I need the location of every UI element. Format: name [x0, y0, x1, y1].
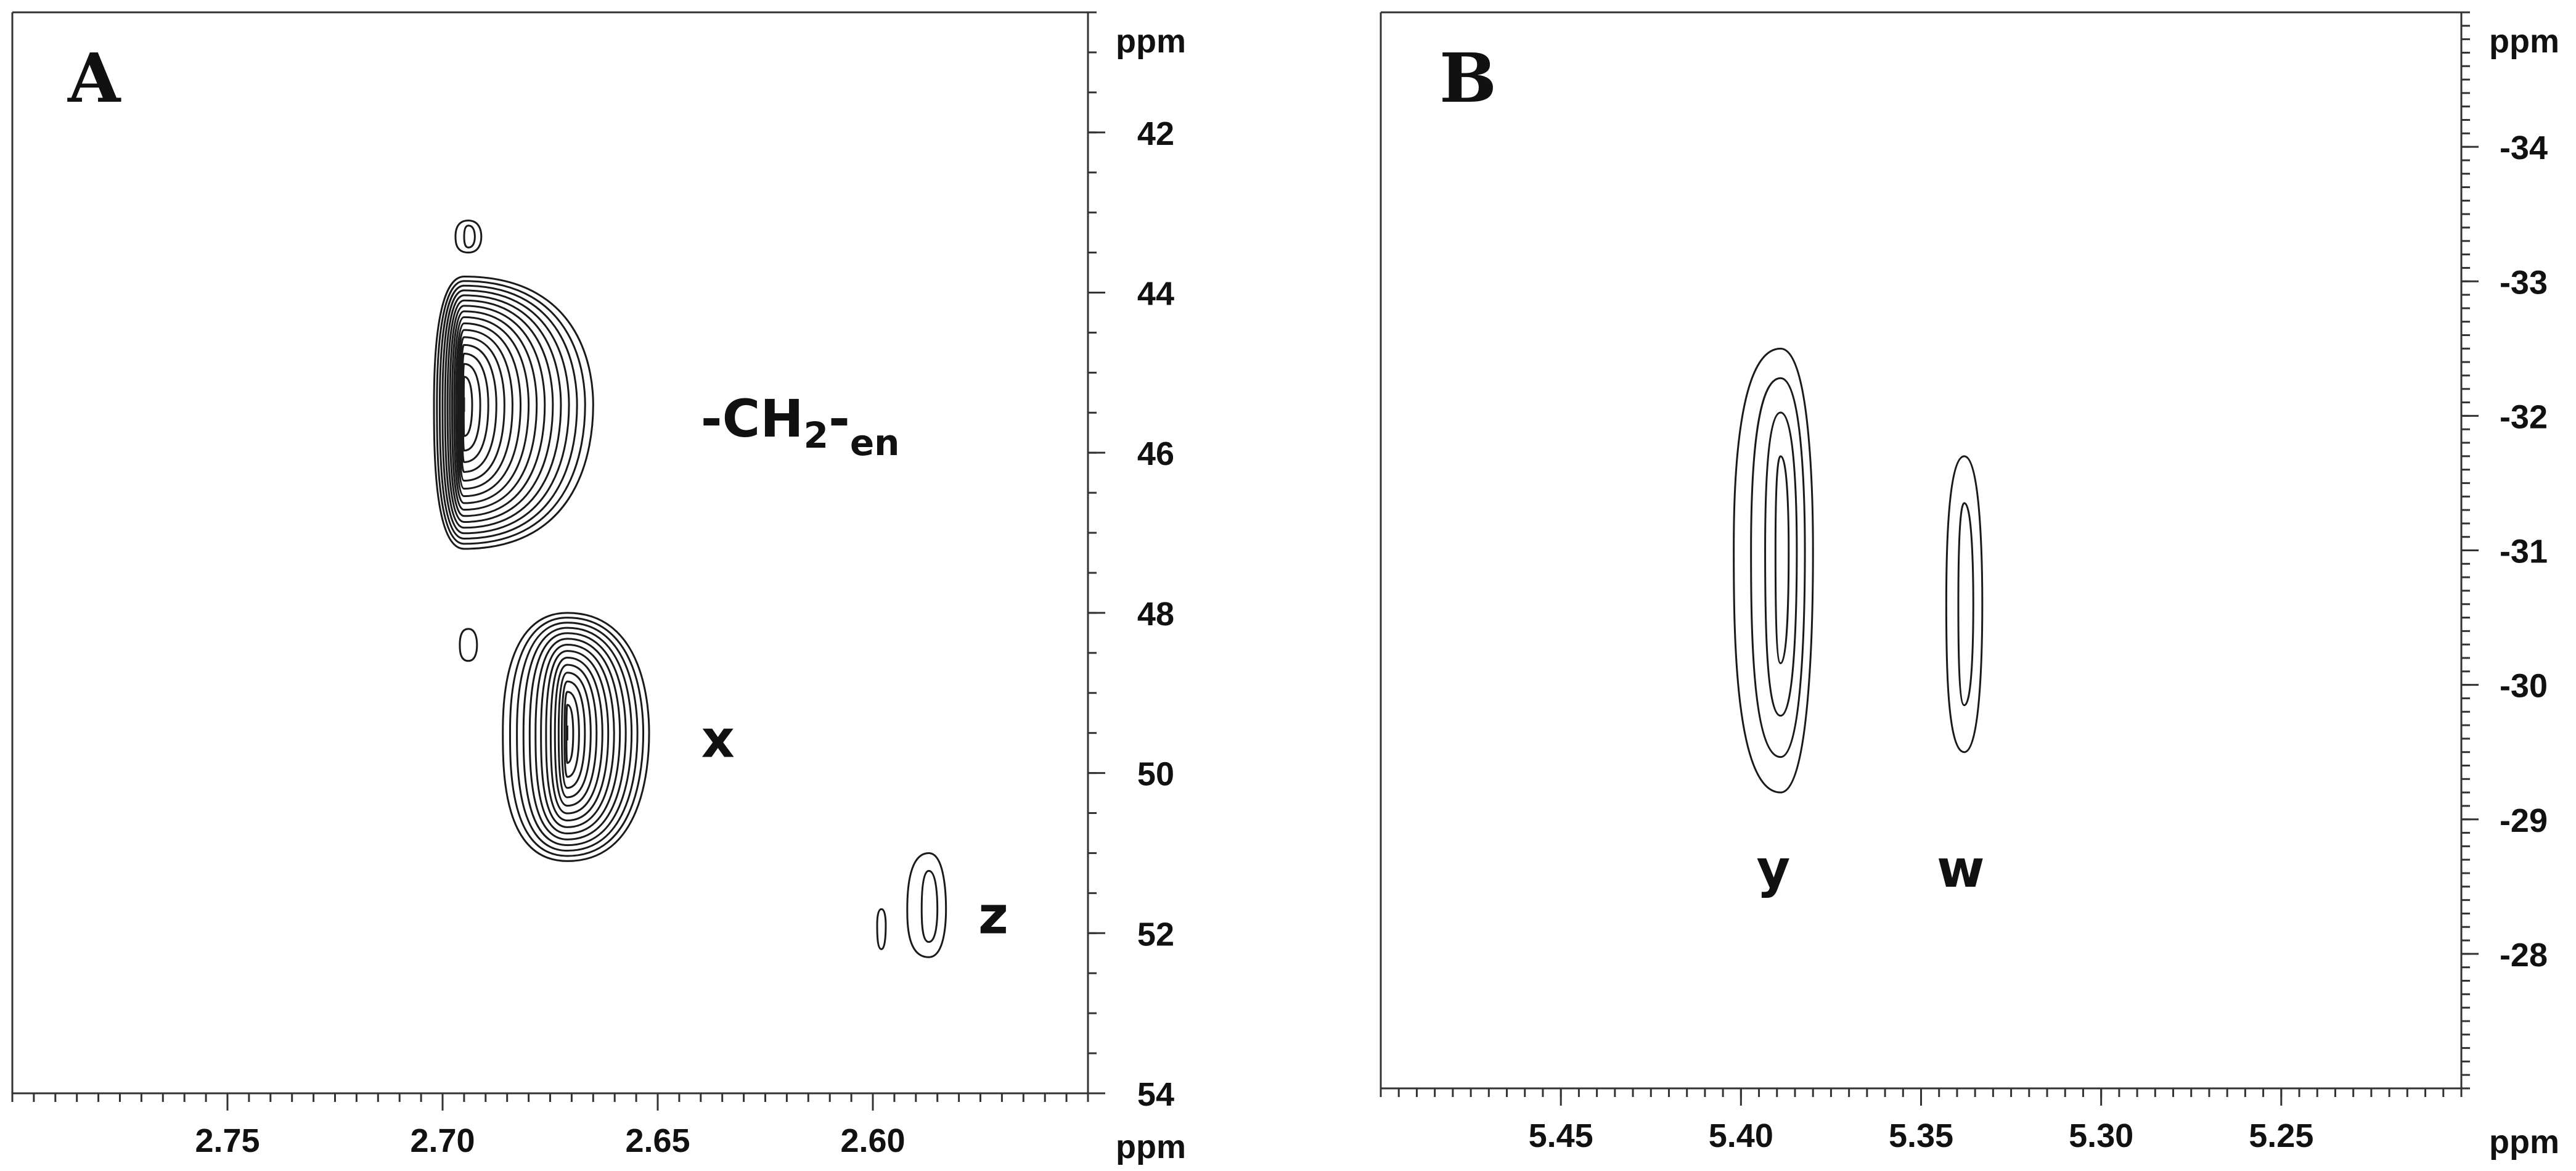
x-unit-label: ppm: [2489, 1124, 2559, 1161]
peak-group: [906, 852, 947, 958]
contour-level: [461, 353, 489, 463]
x-tick-label: 2.70: [410, 1122, 475, 1159]
contour-level: [441, 289, 570, 535]
contour-level: [540, 643, 615, 828]
contour-level: [516, 622, 639, 852]
contour-level: [449, 305, 546, 517]
y-tick-label: 54: [1137, 1076, 1174, 1113]
y-unit-label: ppm: [2489, 23, 2559, 60]
peak-group: [459, 628, 478, 662]
contour-level: [458, 336, 505, 482]
y-tick-label: 50: [1137, 756, 1174, 793]
contour-level: [534, 638, 621, 835]
contour-level: [1733, 347, 1814, 794]
contour-level: [459, 628, 478, 662]
y-tick-label: 46: [1137, 435, 1174, 472]
contour-level: [433, 276, 594, 550]
contour-level: [444, 294, 562, 529]
peak-group: [502, 612, 650, 862]
contour-level: [557, 672, 592, 799]
x-tick-label: 5.35: [1889, 1117, 1953, 1154]
contour-level: [454, 220, 483, 254]
contour-level: [1764, 411, 1798, 717]
peak-group: [1945, 455, 1984, 754]
y-tick-label: -30: [2500, 668, 2548, 705]
y-tick-label: -28: [2500, 937, 2548, 974]
x-tick-label: 5.45: [1529, 1117, 1593, 1154]
panel-letter-a: A: [67, 38, 121, 118]
contour-level: [906, 852, 947, 958]
contour-level: [455, 322, 522, 498]
contour-level: [463, 224, 476, 249]
contour-level: [446, 299, 554, 523]
contour-level: [545, 650, 610, 822]
contour-level: [436, 280, 586, 545]
contour-level: [462, 376, 473, 437]
panel-letter-b: B: [1439, 38, 1497, 118]
peak-label: w: [1937, 839, 1985, 899]
x-tick-label: 5.40: [1709, 1117, 1773, 1154]
contour-level: [1957, 502, 1974, 707]
y-tick-label: -29: [2500, 802, 2548, 839]
contour-level: [549, 656, 603, 815]
contour-level: [563, 691, 580, 778]
contour-level: [451, 310, 538, 511]
panel-a: A 2.75 2.70 2.65 2.60 42 44 46 48 50 52 54 ppm ppm -C…: [11, 11, 1186, 1165]
y-tick-label: -33: [2500, 264, 2548, 301]
y-tick-label: 42: [1137, 115, 1174, 152]
contour-level: [502, 612, 650, 862]
contour-level: [554, 664, 598, 807]
panel-b: B 5.45 5.40 5.35 5.30 5.25 -34 -33 -32 -31 -30 -29…: [1380, 11, 2559, 1161]
x-tick-label: 2.60: [840, 1122, 905, 1159]
contour-level: [522, 627, 633, 847]
y-tick-label: -31: [2500, 533, 2548, 570]
peak-group: [454, 220, 483, 254]
contour-level: [565, 704, 574, 764]
x-tick-label: 5.30: [2069, 1117, 2133, 1154]
peak-group: [433, 276, 594, 550]
contour-level: [438, 284, 578, 540]
contour-level: [1774, 455, 1790, 665]
y-tick-label: -34: [2500, 129, 2548, 166]
contour-level: [1750, 377, 1806, 758]
y-tick-label: -32: [2500, 398, 2548, 435]
peak-group: [1733, 347, 1814, 794]
y-tick-label: 44: [1137, 275, 1174, 312]
contour-level: [1945, 455, 1984, 754]
peak-label: -CH2-en: [701, 388, 900, 464]
x-tick-label: 2.65: [625, 1122, 690, 1159]
peak-group: [876, 908, 887, 950]
peak-label: z: [978, 885, 1008, 945]
contour-level: [457, 329, 513, 490]
x-tick-label: 5.25: [2249, 1117, 2313, 1154]
y-tick-label: 52: [1137, 916, 1174, 953]
y-tick-label: 48: [1137, 596, 1174, 633]
contour-level: [528, 632, 627, 840]
x-tick-label: 2.75: [195, 1122, 260, 1159]
contour-level: [920, 869, 939, 943]
peak-label: y: [1757, 839, 1791, 899]
contour-level: [453, 316, 530, 504]
contour-level: [509, 617, 645, 857]
peak-label: x: [701, 709, 735, 770]
x-unit-label: ppm: [1116, 1128, 1186, 1165]
contour-level: [876, 908, 887, 950]
y-unit-label: ppm: [1116, 23, 1186, 60]
contour-level: [561, 680, 586, 789]
contour-level: [460, 343, 497, 473]
